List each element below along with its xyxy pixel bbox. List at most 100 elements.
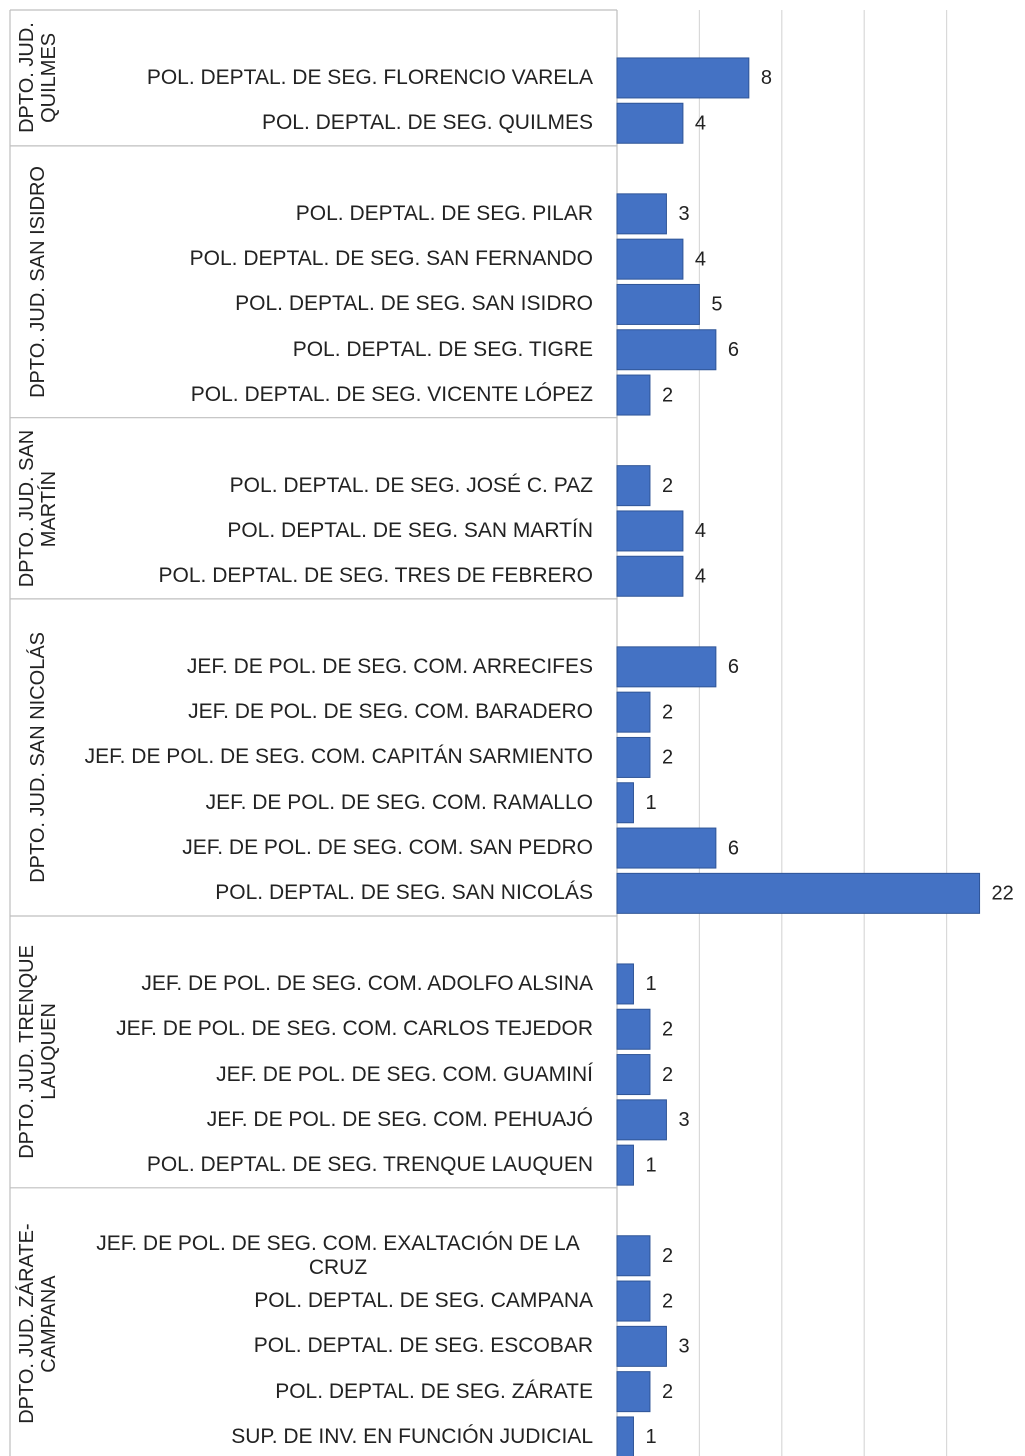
bar — [616, 963, 634, 1005]
y-tick-label-text: POL. DEPTAL. DE SEG. ESCOBAR — [253, 1334, 593, 1358]
value-label: 22 — [992, 883, 1014, 905]
bar — [616, 238, 684, 280]
value-label: 8 — [761, 67, 772, 89]
y-tick-label: POL. DEPTAL. DE SEG. VICENTE LÓPEZ — [73, 372, 593, 417]
y-tick-label: SUP. DE INV. EN FUNCIÓN JUDICIAL — [73, 1414, 593, 1456]
group-label: DPTO. JUD. SAN MARTÍN — [10, 418, 66, 599]
value-label: 6 — [728, 656, 739, 678]
y-tick-label-text: JEF. DE POL. DE SEG. COM. EXALTACIÓN DE … — [96, 1231, 580, 1279]
y-tick-label: POL. DEPTAL. DE SEG. SAN MARTÍN — [73, 508, 593, 553]
value-label: 2 — [662, 1245, 673, 1267]
y-tick-label: JEF. DE POL. DE SEG. COM. ARRECIFES — [73, 644, 593, 689]
bar — [616, 102, 684, 144]
bar — [616, 329, 717, 371]
bar — [616, 1235, 651, 1277]
y-tick-label: POL. DEPTAL. DE SEG. TIGRE — [73, 327, 593, 372]
bar — [616, 827, 717, 869]
bar — [616, 1416, 634, 1456]
group-label-text: DPTO. JUD. QUILMES — [16, 22, 60, 134]
value-label: 2 — [662, 747, 673, 769]
y-tick-label-text: POL. DEPTAL. DE SEG. SAN NICOLÁS — [215, 881, 593, 905]
bar — [616, 782, 634, 824]
y-tick-label-text: JEF. DE POL. DE SEG. COM. CARLOS TEJEDOR — [116, 1017, 593, 1041]
y-tick-label: POL. DEPTAL. DE SEG. TRENQUE LAUQUEN — [73, 1143, 593, 1188]
bar — [616, 1325, 667, 1367]
value-label: 3 — [678, 1109, 689, 1131]
y-tick-label: POL. DEPTAL. DE SEG. SAN ISIDRO — [73, 282, 593, 327]
bar — [616, 374, 651, 416]
value-label: 5 — [711, 294, 722, 316]
group-label: DPTO. JUD. SAN ISIDRO — [10, 146, 66, 418]
y-tick-label-text: POL. DEPTAL. DE SEG. SAN FERNANDO — [189, 247, 593, 271]
value-label: 2 — [662, 701, 673, 723]
y-tick-label: JEF. DE POL. DE SEG. COM. CARLOS TEJEDOR — [73, 1007, 593, 1052]
y-tick-label: POL. DEPTAL. DE SEG. QUILMES — [73, 101, 593, 146]
y-tick-label-text: SUP. DE INV. EN FUNCIÓN JUDICIAL — [231, 1424, 593, 1448]
y-tick-label-text: JEF. DE POL. DE SEG. COM. PEHUAJÓ — [206, 1107, 593, 1131]
value-label: 2 — [662, 1290, 673, 1312]
value-label: 4 — [695, 520, 706, 542]
y-tick-label-text: POL. DEPTAL. DE SEG. FLORENCIO VARELA — [146, 65, 593, 89]
bar — [616, 57, 750, 99]
bar — [616, 1008, 651, 1050]
group-label-text: DPTO. JUD. SAN NICOLÁS — [27, 632, 49, 883]
y-tick-label: POL. DEPTAL. DE SEG. SAN FERNANDO — [73, 237, 593, 282]
bar — [616, 465, 651, 507]
group-label-text: DPTO. JUD. ZÁRATE-CAMPANA — [16, 1223, 60, 1424]
value-label: 4 — [695, 113, 706, 135]
y-tick-label: POL. DEPTAL. DE SEG. ESCOBAR — [73, 1324, 593, 1369]
y-tick-label-text: POL. DEPTAL. DE SEG. SAN ISIDRO — [235, 292, 593, 316]
y-tick-label-text: JEF. DE POL. DE SEG. COM. SAN PEDRO — [182, 836, 593, 860]
bar — [616, 1371, 651, 1413]
y-tick-label-text: POL. DEPTAL. DE SEG. JOSÉ C. PAZ — [229, 473, 593, 497]
value-label: 2 — [662, 1064, 673, 1086]
y-tick-label: POL. DEPTAL. DE SEG. PILAR — [73, 191, 593, 236]
y-tick-label-text: POL. DEPTAL. DE SEG. CAMPANA — [254, 1289, 593, 1313]
value-label: 2 — [662, 384, 673, 406]
bar — [616, 283, 700, 325]
y-tick-label: POL. DEPTAL. DE SEG. JOSÉ C. PAZ — [73, 463, 593, 508]
y-tick-label-text: POL. DEPTAL. DE SEG. TRES DE FEBRERO — [158, 564, 594, 588]
value-label: 2 — [662, 475, 673, 497]
value-label: 1 — [645, 1426, 656, 1448]
bar — [616, 555, 684, 597]
y-tick-label: JEF. DE POL. DE SEG. COM. CAPITÁN SARMIE… — [73, 735, 593, 780]
value-label: 3 — [678, 1336, 689, 1358]
group-label: DPTO. JUD. TRENQUE LAUQUEN — [10, 916, 66, 1188]
y-tick-label: POL. DEPTAL. DE SEG. TRES DE FEBRERO — [73, 554, 594, 599]
value-label: 2 — [662, 1019, 673, 1041]
value-label: 1 — [645, 1154, 656, 1176]
bar — [616, 1099, 667, 1141]
y-tick-label-text: POL. DEPTAL. DE SEG. VICENTE LÓPEZ — [190, 383, 593, 407]
bar — [616, 1280, 651, 1322]
y-tick-label-text: POL. DEPTAL. DE SEG. ZÁRATE — [275, 1379, 593, 1403]
group-label: DPTO. JUD. QUILMES — [10, 10, 66, 146]
value-label: 1 — [645, 792, 656, 814]
group-label-text: DPTO. JUD. SAN MARTÍN — [16, 429, 60, 587]
y-tick-label: JEF. DE POL. DE SEG. COM. GUAMINÍ — [73, 1052, 593, 1097]
y-tick-label-text: JEF. DE POL. DE SEG. COM. BARADERO — [188, 700, 593, 724]
y-tick-label-text: POL. DEPTAL. DE SEG. TIGRE — [292, 337, 593, 361]
value-label: 6 — [728, 837, 739, 859]
y-tick-label: JEF. DE POL. DE SEG. COM. BARADERO — [73, 690, 593, 735]
y-tick-label-text: JEF. DE POL. DE SEG. COM. GUAMINÍ — [216, 1062, 593, 1086]
y-tick-label-text: JEF. DE POL. DE SEG. COM. RAMALLO — [205, 790, 593, 814]
y-tick-label: POL. DEPTAL. DE SEG. SAN NICOLÁS — [73, 871, 593, 916]
bar — [616, 1054, 651, 1096]
bar — [616, 1144, 634, 1186]
y-tick-label-text: POL. DEPTAL. DE SEG. SAN MARTÍN — [227, 518, 593, 542]
y-tick-label: JEF. DE POL. DE SEG. COM. SAN PEDRO — [73, 825, 593, 870]
y-tick-label: POL. DEPTAL. DE SEG. ZÁRATE — [73, 1369, 593, 1414]
y-tick-label-text: POL. DEPTAL. DE SEG. QUILMES — [261, 111, 593, 135]
value-label: 4 — [695, 566, 706, 588]
y-tick-label-text: JEF. DE POL. DE SEG. COM. ARRECIFES — [186, 654, 593, 678]
y-tick-label-text: JEF. DE POL. DE SEG. COM. CAPITÁN SARMIE… — [84, 745, 593, 769]
group-label-text: DPTO. JUD. SAN ISIDRO — [27, 165, 49, 398]
bar — [616, 872, 981, 914]
value-label: 2 — [662, 1381, 673, 1403]
y-tick-label-text: POL. DEPTAL. DE SEG. PILAR — [295, 201, 593, 225]
group-label-text: DPTO. JUD. TRENQUE LAUQUEN — [16, 945, 60, 1159]
y-tick-label: POL. DEPTAL. DE SEG. CAMPANA — [73, 1278, 593, 1323]
